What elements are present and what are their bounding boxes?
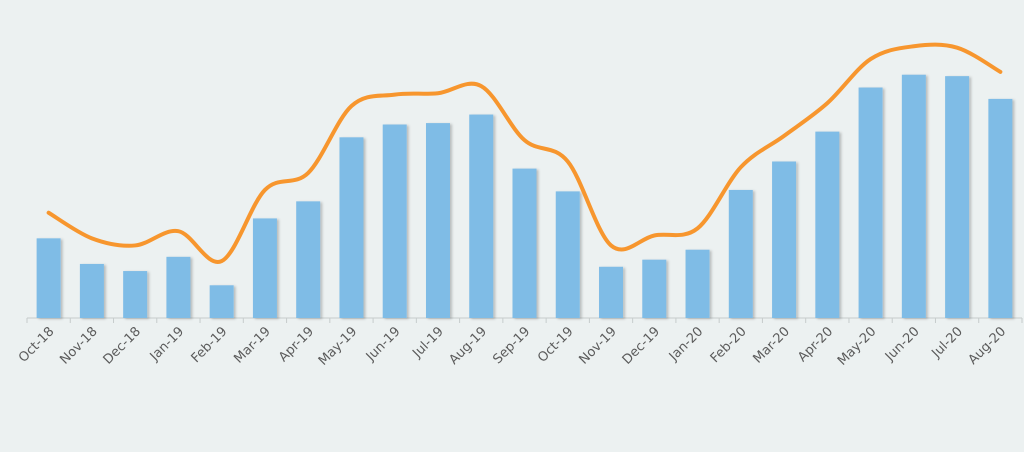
x-tick-label: Dec-18: [101, 324, 144, 367]
x-tick-label: Feb-20: [708, 324, 750, 366]
bar-Apr-20: [815, 131, 840, 318]
x-tick-label: Jul-20: [929, 324, 966, 361]
bar-Dec-19: [642, 259, 667, 318]
bar-Nov-19: [599, 266, 624, 318]
x-tick-label: Nov-18: [57, 324, 100, 367]
bar-Feb-19: [209, 285, 234, 318]
bar-Feb-20: [728, 189, 753, 318]
x-tick-label: May-20: [835, 324, 879, 368]
x-tick-label: Oct-18: [16, 324, 58, 366]
x-tick-label: Jan-20: [666, 324, 707, 365]
bar-Nov-18: [79, 263, 104, 318]
bar-series: [36, 74, 1013, 319]
bar-Jan-19: [166, 256, 191, 318]
line-series: [46, 42, 1003, 264]
bar-Oct-18: [36, 238, 61, 318]
bar-Jul-20: [945, 76, 970, 318]
x-tick-label: Nov-19: [577, 324, 620, 367]
x-tick-label: Jun-19: [363, 324, 404, 365]
bar-Jun-20: [901, 74, 926, 319]
bar-Mar-19: [252, 218, 277, 318]
bar-Apr-19: [296, 201, 321, 318]
bar-Sep-19: [512, 168, 537, 318]
bar-Mar-20: [772, 161, 797, 318]
x-tick-label: Aug-20: [966, 324, 1010, 368]
x-axis-labels: Oct-18 Nov-18 Dec-18 Jan-19 Feb-19 Mar-19 Apr-…: [16, 324, 1009, 368]
x-tick-label: Apr-20: [795, 324, 836, 365]
x-axis-ticks: [26, 318, 1023, 323]
bar-Dec-18: [123, 271, 148, 318]
x-tick-label: Jul-19: [409, 324, 446, 361]
x-tick-label: Jan-19: [147, 324, 188, 365]
x-tick-label: Jun-20: [882, 324, 923, 365]
bar-Jul-19: [425, 123, 450, 318]
x-tick-label: Oct-19: [535, 324, 577, 366]
bar-Aug-20: [988, 98, 1013, 319]
bar-May-20: [858, 87, 883, 319]
x-tick-label: May-19: [316, 324, 360, 368]
x-tick-label: Mar-20: [751, 324, 793, 366]
x-tick-label: Apr-19: [276, 324, 317, 365]
bar-Aug-19: [469, 114, 494, 318]
x-tick-label: Mar-19: [231, 324, 273, 366]
x-tick-label: Sep-19: [490, 324, 533, 367]
bar-Jun-19: [382, 124, 407, 318]
x-tick-label: Dec-19: [620, 324, 663, 367]
x-tick-label: Aug-19: [446, 324, 490, 368]
bar-May-19: [339, 137, 364, 318]
x-tick-label: Feb-19: [189, 324, 231, 366]
bar-Jan-20: [685, 249, 710, 318]
bar-Oct-19: [555, 191, 580, 318]
